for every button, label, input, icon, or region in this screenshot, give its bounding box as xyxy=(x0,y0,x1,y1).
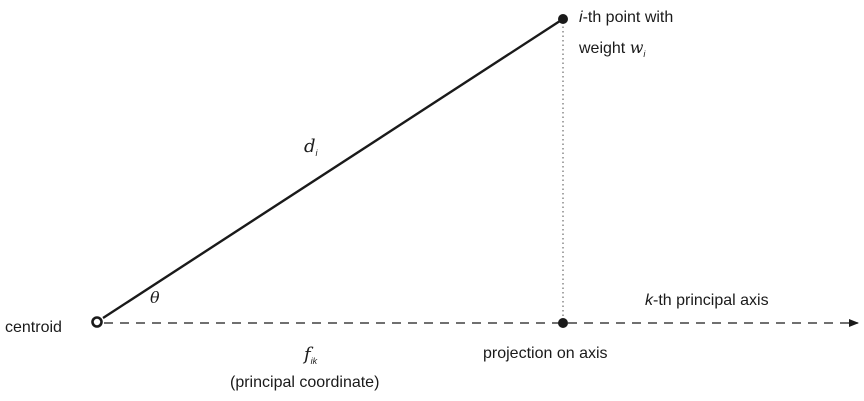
point-label-line2: weight wi xyxy=(579,38,645,59)
point-label-rest: -th point with xyxy=(582,9,674,26)
coordinate-caption: (principal coordinate) xyxy=(230,374,380,391)
coordinate-symbol: f xyxy=(304,344,311,365)
projection-label: projection on axis xyxy=(483,345,608,362)
axis-label-rest: -th principal axis xyxy=(653,292,769,309)
axis-label: k-th principal axis xyxy=(645,291,769,311)
point-label-line1: i-th point with xyxy=(579,8,673,28)
centroid-marker xyxy=(91,316,103,328)
weight-subscript: i xyxy=(643,49,646,59)
point-weight-text: weight xyxy=(579,40,630,57)
distance-symbol: d xyxy=(304,136,316,157)
angle-label: θ xyxy=(150,288,160,307)
coordinate-subscript: ik xyxy=(310,356,318,366)
coordinate-symbol-label: fik xyxy=(304,344,318,366)
distance-subscript: i xyxy=(315,148,318,158)
distance-label: di xyxy=(304,136,318,158)
distance-line xyxy=(102,17,564,320)
point-marker xyxy=(558,14,568,24)
point-index-letter: i xyxy=(579,9,583,26)
axis-index-letter: k xyxy=(645,292,653,309)
centroid-label: centroid xyxy=(5,319,62,336)
projection-marker xyxy=(558,318,568,328)
weight-symbol: w xyxy=(629,38,644,57)
